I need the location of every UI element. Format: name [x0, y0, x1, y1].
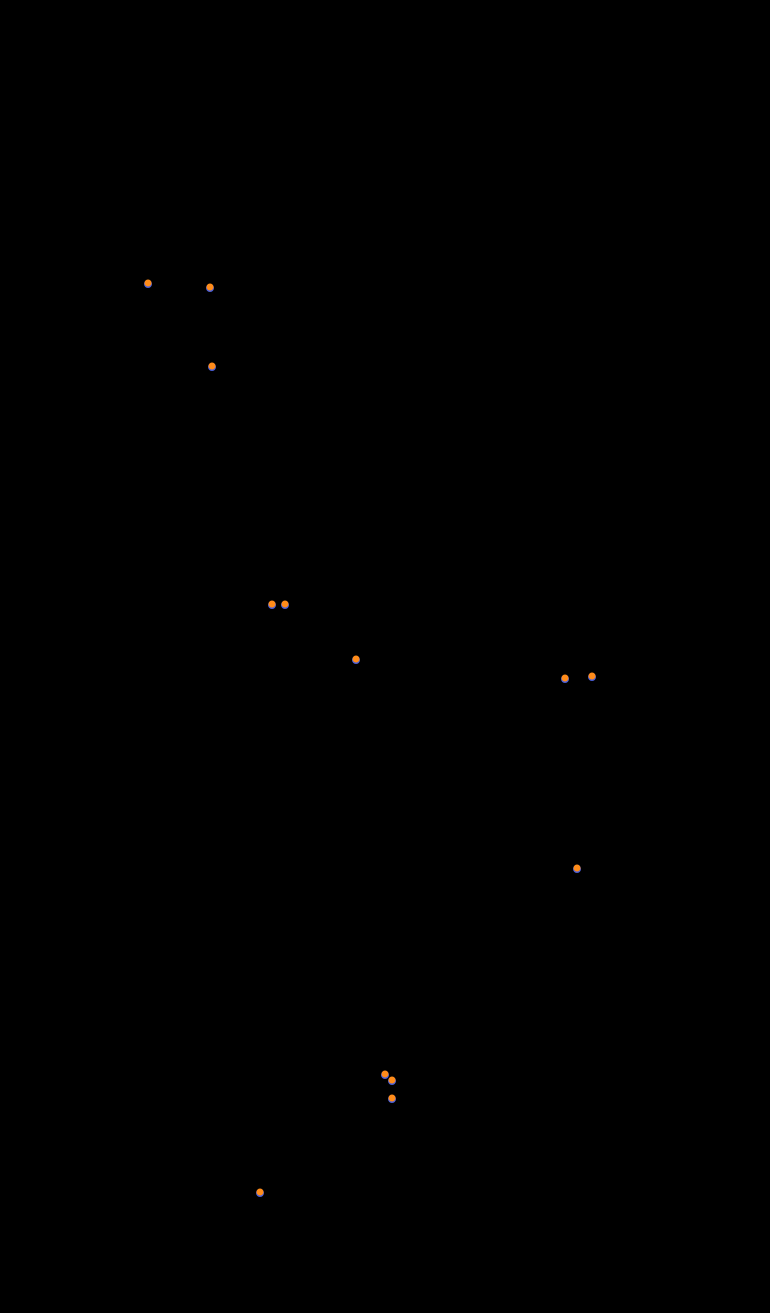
scatter-point	[574, 865, 581, 872]
chart-background	[0, 0, 770, 1313]
scatter-point	[269, 601, 276, 608]
scatter-point	[282, 601, 289, 608]
scatter-point	[145, 280, 152, 287]
scatter-point	[382, 1071, 389, 1078]
scatter-chart	[0, 0, 770, 1313]
scatter-point	[209, 363, 216, 370]
scatter-point	[257, 1189, 264, 1196]
scatter-point	[562, 675, 569, 682]
scatter-point	[353, 656, 360, 663]
scatter-point	[389, 1095, 396, 1102]
scatter-point	[589, 673, 596, 680]
scatter-point	[207, 284, 214, 291]
scatter-plot-svg	[0, 0, 770, 1313]
scatter-point	[389, 1077, 396, 1084]
